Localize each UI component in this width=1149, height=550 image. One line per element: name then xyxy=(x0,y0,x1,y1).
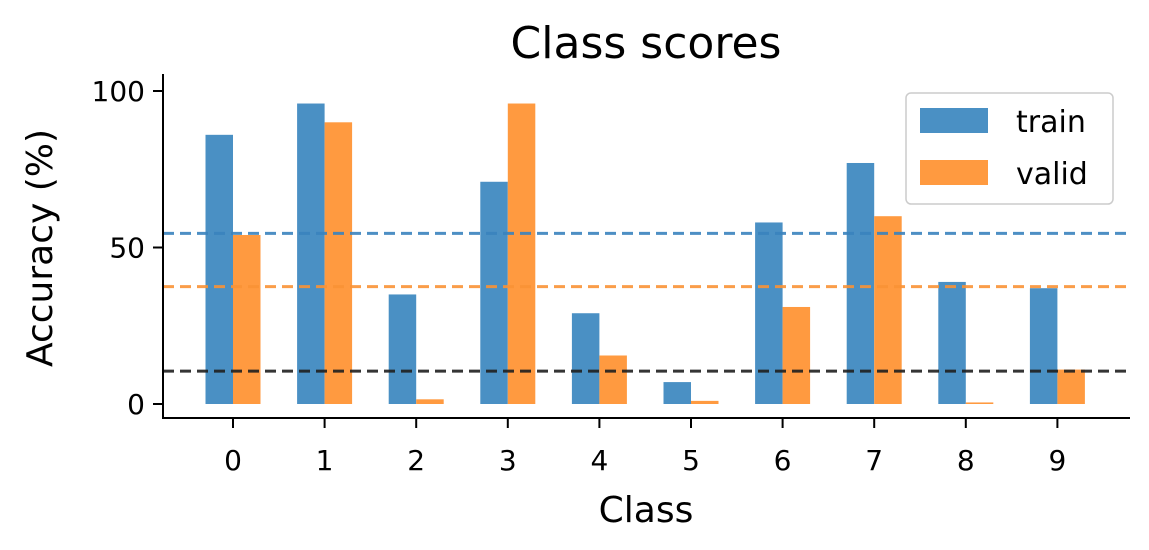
bar-valid-2 xyxy=(416,399,444,404)
y-axis-label: Accuracy (%) xyxy=(20,129,61,367)
legend-swatch-train xyxy=(920,108,988,133)
ticks-group: 0 1 2 3 4 5 6 7 8 9 0 50 100 xyxy=(92,75,1067,477)
x-tick-label-8: 8 xyxy=(957,444,975,477)
bar-train-7 xyxy=(846,162,875,404)
chart-title: Class scores xyxy=(511,18,782,69)
x-tick-label-6: 6 xyxy=(774,444,792,477)
x-tick-label-9: 9 xyxy=(1048,444,1066,477)
bar-valid-1 xyxy=(324,122,353,405)
bar-train-3 xyxy=(480,181,508,404)
legend-swatch-valid xyxy=(920,160,988,185)
y-tick-label-100: 100 xyxy=(92,75,145,108)
bar-train-9 xyxy=(1029,288,1058,404)
bar-valid-3 xyxy=(507,103,536,405)
bar-train-1 xyxy=(297,103,325,405)
bar-train-4 xyxy=(571,313,600,404)
x-tick-label-0: 0 xyxy=(224,444,242,477)
reference-lines-group xyxy=(163,231,1130,373)
y-tick-label-50: 50 xyxy=(109,232,145,265)
bar-valid-6 xyxy=(782,306,811,404)
x-axis-label: Class xyxy=(599,490,694,531)
legend-label-valid: valid xyxy=(1016,157,1088,192)
bar-train-8 xyxy=(938,281,966,404)
bar-valid-9 xyxy=(1057,369,1085,404)
bar-valid-5 xyxy=(691,400,719,404)
bar-valid-4 xyxy=(599,355,627,404)
legend: train valid xyxy=(905,92,1114,205)
bars-group xyxy=(205,103,1085,405)
bar-valid-8 xyxy=(965,402,994,404)
y-tick-label-0: 0 xyxy=(127,388,145,421)
x-tick-label-7: 7 xyxy=(865,444,883,477)
bar-valid-7 xyxy=(874,216,902,404)
x-tick-label-5: 5 xyxy=(682,444,700,477)
bar-train-6 xyxy=(755,222,783,404)
bar-train-2 xyxy=(388,294,417,404)
bar-train-5 xyxy=(663,382,691,404)
x-tick-label-4: 4 xyxy=(590,444,608,477)
x-tick-label-2: 2 xyxy=(407,444,425,477)
bar-valid-0 xyxy=(233,234,261,404)
legend-label-train: train xyxy=(1016,105,1086,140)
bar-train-0 xyxy=(205,134,233,404)
x-tick-label-1: 1 xyxy=(316,444,334,477)
x-tick-label-3: 3 xyxy=(499,444,517,477)
